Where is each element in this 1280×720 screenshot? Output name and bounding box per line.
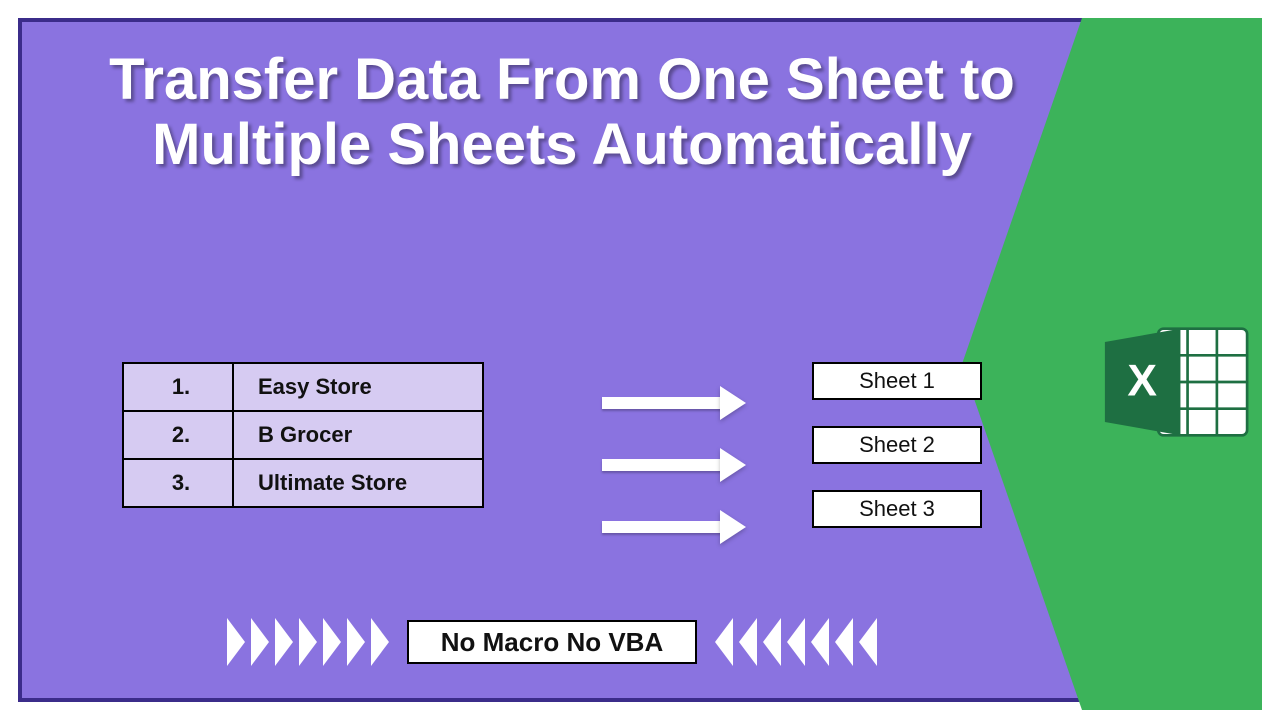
row-number: 3.	[123, 459, 233, 507]
chevron-right-icon	[227, 618, 251, 666]
arrow-icon	[602, 459, 722, 471]
arrow-group	[602, 372, 722, 558]
row-store: Ultimate Store	[233, 459, 483, 507]
row-store: B Grocer	[233, 411, 483, 459]
row-number: 1.	[123, 363, 233, 411]
footer-banner: No Macro No VBA	[182, 618, 922, 666]
arrow-row	[602, 372, 722, 434]
chevron-right-icon	[251, 618, 275, 666]
table-row: 2. B Grocer	[123, 411, 483, 459]
chevron-right-icon	[323, 618, 347, 666]
table-row: 1. Easy Store	[123, 363, 483, 411]
arrow-icon	[602, 397, 722, 409]
chevron-strip-left	[227, 618, 395, 666]
chevron-left-icon	[733, 618, 757, 666]
sheet-box: Sheet 2	[812, 426, 982, 464]
chevron-left-icon	[829, 618, 853, 666]
chevron-left-icon	[709, 618, 733, 666]
chevron-left-icon	[781, 618, 805, 666]
chevron-right-icon	[347, 618, 371, 666]
table-row: 3. Ultimate Store	[123, 459, 483, 507]
banner-label: No Macro No VBA	[407, 620, 697, 664]
row-number: 2.	[123, 411, 233, 459]
arrow-row	[602, 434, 722, 496]
chevron-right-icon	[275, 618, 299, 666]
chevron-left-icon	[757, 618, 781, 666]
source-table: 1. Easy Store 2. B Grocer 3. Ultimate St…	[122, 362, 484, 508]
chevron-left-icon	[805, 618, 829, 666]
chevron-right-icon	[299, 618, 323, 666]
chevron-strip-right	[709, 618, 877, 666]
chevron-right-icon	[371, 618, 395, 666]
thumbnail-frame: Transfer Data From One Sheet to Multiple…	[18, 18, 1262, 702]
sheet-box: Sheet 1	[812, 362, 982, 400]
row-store: Easy Store	[233, 363, 483, 411]
arrow-row	[602, 496, 722, 558]
sheet-box: Sheet 3	[812, 490, 982, 528]
svg-text:X: X	[1127, 356, 1157, 405]
headline-title: Transfer Data From One Sheet to Multiple…	[62, 48, 1062, 178]
chevron-left-icon	[853, 618, 877, 666]
sheet-box-group: Sheet 1 Sheet 2 Sheet 3	[812, 362, 982, 554]
excel-icon: X	[1096, 312, 1256, 452]
arrow-icon	[602, 521, 722, 533]
